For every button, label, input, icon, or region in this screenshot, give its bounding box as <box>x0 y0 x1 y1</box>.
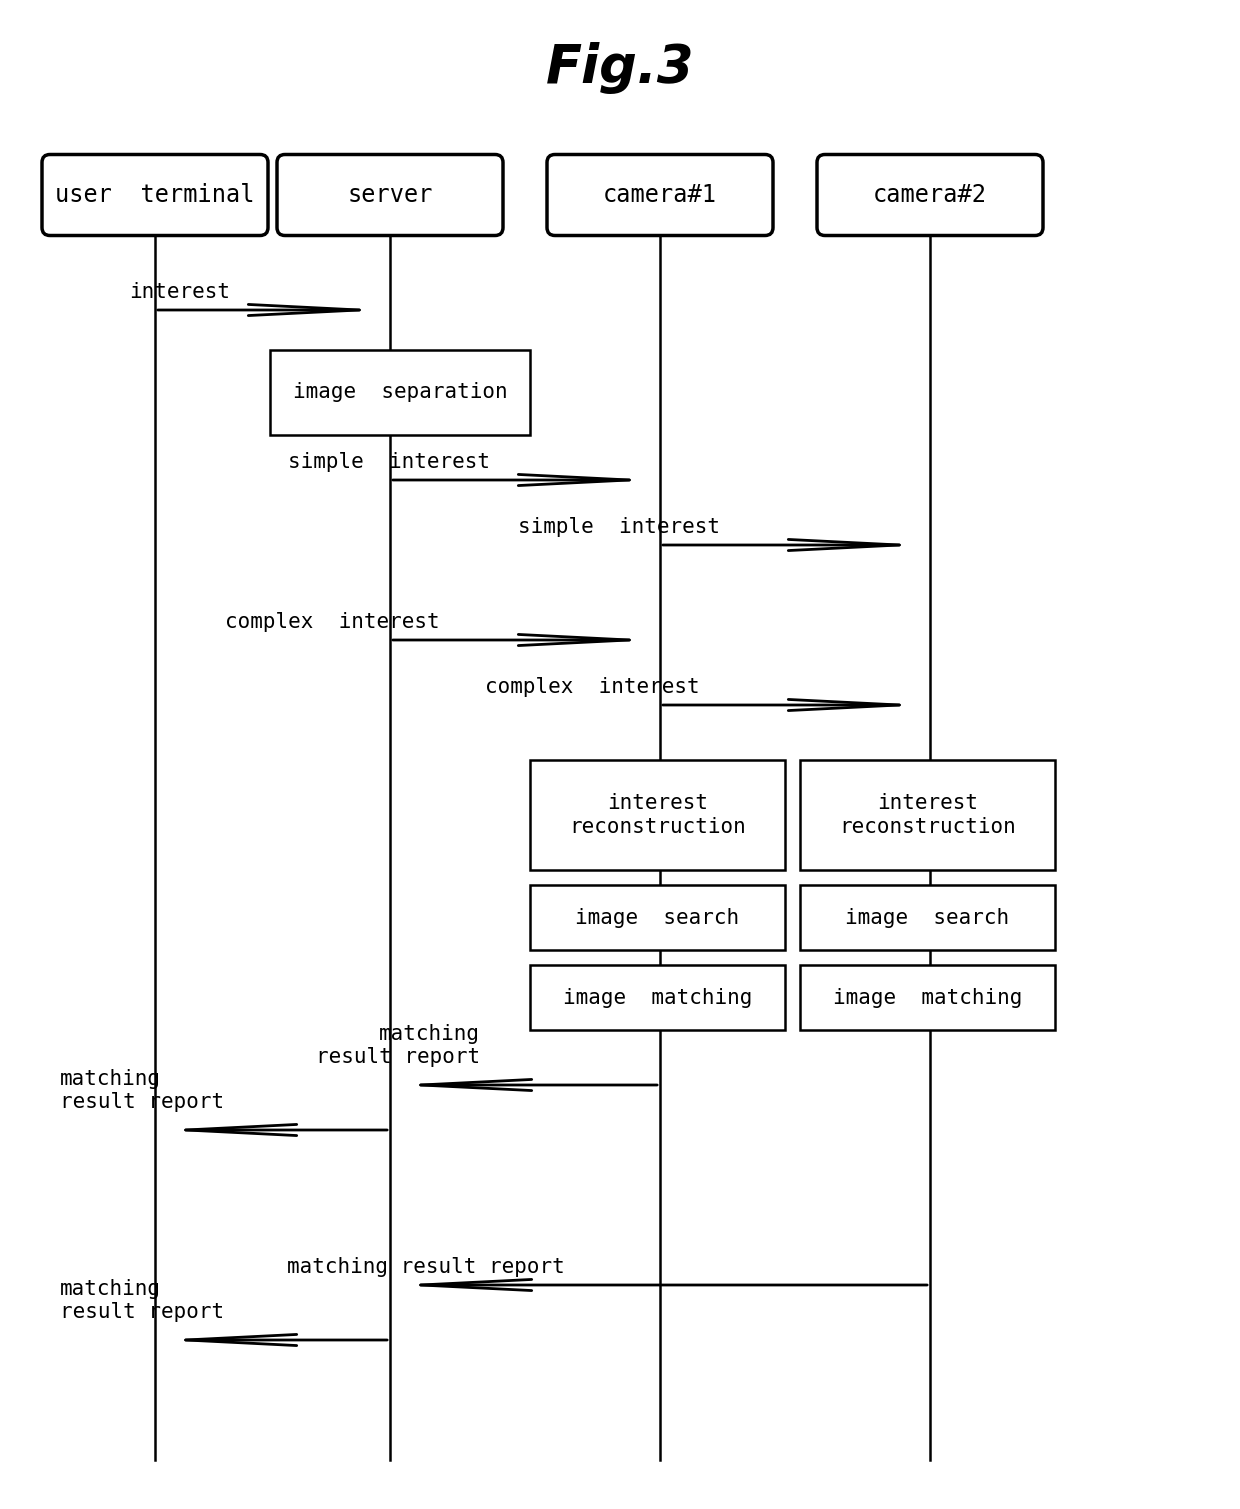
Text: camera#1: camera#1 <box>603 183 717 207</box>
Text: interest: interest <box>129 282 229 302</box>
Bar <box>529 884 785 951</box>
Text: matching
result report: matching result report <box>316 1023 480 1067</box>
FancyBboxPatch shape <box>817 154 1043 235</box>
Bar <box>800 761 1055 871</box>
FancyBboxPatch shape <box>42 154 268 235</box>
Bar <box>800 964 1055 1031</box>
Text: interest
reconstruction: interest reconstruction <box>839 794 1016 836</box>
Text: image  matching: image matching <box>563 987 753 1008</box>
Text: simple  interest: simple interest <box>288 453 490 472</box>
FancyBboxPatch shape <box>547 154 773 235</box>
Text: complex  interest: complex interest <box>485 678 701 697</box>
Text: user  terminal: user terminal <box>56 183 254 207</box>
Text: interest
reconstruction: interest reconstruction <box>569 794 746 836</box>
Text: image  search: image search <box>846 907 1009 928</box>
Text: complex  interest: complex interest <box>226 613 440 632</box>
Text: image  separation: image separation <box>293 382 507 403</box>
FancyBboxPatch shape <box>277 154 503 235</box>
Text: image  matching: image matching <box>833 987 1022 1008</box>
Bar <box>800 884 1055 951</box>
Bar <box>529 964 785 1031</box>
Text: image  search: image search <box>575 907 739 928</box>
Text: camera#2: camera#2 <box>873 183 987 207</box>
Text: Fig.3: Fig.3 <box>546 42 694 94</box>
Text: matching
result report: matching result report <box>60 1068 224 1112</box>
Bar <box>270 350 529 435</box>
Bar <box>529 761 785 871</box>
Text: server: server <box>347 183 433 207</box>
Text: matching
result report: matching result report <box>60 1278 224 1322</box>
Text: simple  interest: simple interest <box>518 518 720 537</box>
Text: matching result report: matching result report <box>288 1257 565 1277</box>
